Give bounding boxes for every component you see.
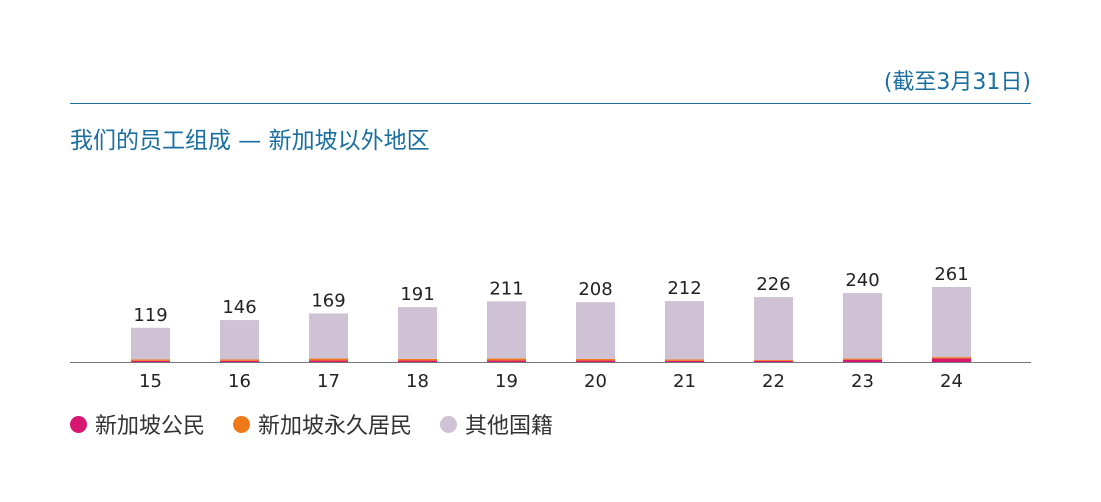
bar-segment-other-21 [665, 301, 704, 360]
total-label-17: 169 [311, 290, 345, 311]
as-of-note: (截至3月31日) [883, 70, 1031, 95]
bar-segment-citizens-20 [576, 360, 615, 362]
legend-label-singapore-citizens: 新加坡公民 [95, 414, 206, 439]
bar-segment-other-18 [398, 307, 437, 359]
bar-segment-pr-15 [131, 359, 170, 361]
legend-swatch-other-nationalities [440, 415, 458, 433]
legend-label-other-nationalities: 其他国籍 [465, 414, 554, 439]
x-tick-label-18: 18 [406, 371, 429, 392]
bar-segment-citizens-15 [131, 360, 170, 362]
total-label-23: 240 [845, 270, 879, 291]
bar-segment-other-17 [309, 313, 348, 359]
bar-segment-other-23 [843, 293, 882, 359]
x-tick-label-23: 23 [851, 371, 874, 392]
chart-title: 我们的员工组成 — 新加坡以外地区 [70, 128, 430, 154]
bar-segment-citizens-22 [754, 360, 793, 362]
bar-segment-pr-23 [843, 358, 882, 360]
legend-item-singapore-pr: 新加坡永久居民 [233, 408, 412, 440]
bar-segment-citizens-21 [665, 360, 704, 362]
legend-item-other-nationalities: 其他国籍 [440, 408, 553, 440]
bar-segment-pr-16 [220, 359, 259, 361]
bar-segment-other-15 [131, 327, 170, 360]
legend: 新加坡公民 新加坡永久居民 其他国籍 [70, 408, 553, 440]
bar-segment-pr-21 [665, 359, 704, 361]
x-tick-label-17: 17 [317, 371, 340, 392]
bar-segment-pr-22 [754, 359, 793, 361]
bar-segment-citizens-23 [843, 359, 882, 362]
bar-segment-citizens-19 [487, 360, 526, 362]
total-label-19: 211 [489, 278, 523, 299]
bar-segment-pr-17 [309, 358, 348, 361]
bar-segment-other-24 [932, 286, 971, 358]
total-label-24: 261 [934, 264, 968, 285]
header-rule [70, 103, 1031, 104]
total-label-18: 191 [400, 284, 434, 305]
total-labels-group: 119 146 169 191 211 208 212 226 240 261 [133, 264, 968, 326]
x-tick-labels-group: 15 16 17 18 19 20 21 22 23 24 [139, 371, 963, 392]
total-label-22: 226 [756, 274, 790, 295]
x-tick-label-20: 20 [584, 371, 607, 392]
bar-segment-pr-24 [932, 357, 971, 359]
bar-segment-other-19 [487, 301, 526, 359]
bar-segment-pr-20 [576, 358, 615, 361]
total-label-15: 119 [133, 305, 167, 326]
bar-segment-other-22 [754, 297, 793, 360]
bar-segment-citizens-18 [398, 360, 437, 362]
bar-segment-citizens-17 [309, 360, 348, 362]
legend-swatch-singapore-pr [233, 415, 251, 433]
total-label-20: 208 [578, 279, 612, 300]
bar-segment-other-20 [576, 302, 615, 359]
total-label-16: 146 [222, 297, 256, 318]
x-tick-label-21: 21 [673, 371, 696, 392]
legend-label-singapore-pr: 新加坡永久居民 [258, 414, 413, 439]
bars-group [131, 286, 971, 362]
total-label-21: 212 [667, 278, 701, 299]
legend-swatch-singapore-citizens [70, 415, 87, 433]
bar-segment-citizens-16 [220, 360, 259, 362]
x-tick-label-19: 19 [495, 371, 518, 392]
x-tick-label-24: 24 [940, 371, 963, 392]
bar-segment-pr-18 [398, 358, 437, 361]
x-tick-label-15: 15 [139, 371, 162, 392]
bar-segment-pr-19 [487, 358, 526, 361]
bar-segment-citizens-24 [932, 358, 971, 362]
x-tick-label-22: 22 [762, 371, 785, 392]
x-tick-label-16: 16 [228, 371, 251, 392]
legend-item-singapore-citizens: 新加坡公民 [70, 408, 205, 440]
bar-segment-other-16 [220, 320, 259, 360]
